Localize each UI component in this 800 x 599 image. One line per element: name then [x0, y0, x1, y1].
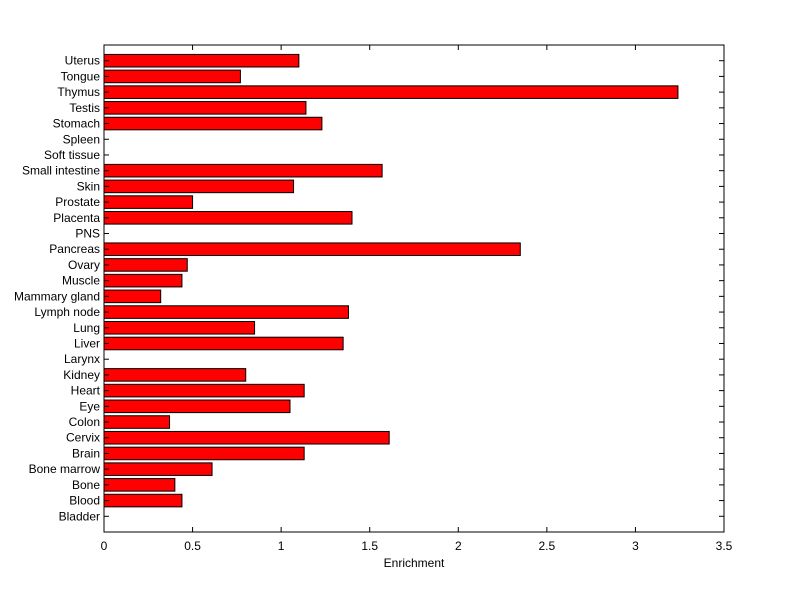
x-tick-label: 0: [101, 539, 108, 553]
plot-area-frame: [103, 44, 725, 533]
y-tick-label: Testis: [69, 101, 100, 115]
y-tick-label: PNS: [75, 227, 100, 241]
bar-bone-marrow: [103, 462, 213, 476]
bars-group: [103, 53, 679, 508]
bar-placenta: [103, 211, 353, 225]
y-tick-label: Brain: [72, 446, 100, 460]
bar-uterus: [103, 53, 300, 68]
bar-brain: [103, 446, 305, 461]
bar-skin: [103, 179, 295, 194]
x-tick-label: 2.5: [539, 539, 556, 553]
bar-stomach: [103, 116, 323, 131]
x-tick-label: 2: [455, 539, 462, 553]
y-tick-label: Prostate: [55, 195, 100, 209]
y-tick-label: Soft tissue: [44, 148, 100, 162]
bar-ovary: [103, 258, 188, 272]
y-tick-label: Heart: [71, 384, 101, 398]
y-tick-label: Thymus: [57, 85, 100, 99]
bar-testis: [103, 101, 307, 115]
bar-blood: [103, 493, 183, 508]
bar-lymph-node: [103, 305, 349, 319]
x-tick-label: 0.5: [184, 539, 201, 553]
y-tick-label: Colon: [69, 415, 100, 429]
bar-bone: [103, 478, 176, 492]
y-tick-label: Blood: [69, 494, 100, 508]
bar-lung: [103, 320, 256, 335]
bar-kidney: [103, 368, 247, 382]
bar-cervix: [103, 430, 390, 445]
y-tick-label: Bladder: [59, 509, 100, 523]
bar-colon: [103, 415, 171, 429]
bar-thymus: [103, 85, 679, 99]
x-axis-label: Enrichment: [384, 556, 445, 570]
y-tick-label: Liver: [74, 336, 100, 350]
y-tick-label: Kidney: [63, 368, 100, 382]
y-tick-label: Spleen: [63, 132, 100, 146]
y-tick-label: Pancreas: [49, 242, 100, 256]
y-tick-label: Ovary: [68, 258, 100, 272]
y-tick-label: Skin: [77, 179, 100, 193]
y-tick-label: Uterus: [65, 54, 100, 68]
x-tick-label: 1.5: [361, 539, 378, 553]
y-tick-label: Lymph node: [34, 305, 100, 319]
y-tick-label: Eye: [79, 399, 100, 413]
y-tick-label: Stomach: [53, 117, 100, 131]
y-tick-label: Placenta: [53, 211, 100, 225]
bar-pancreas: [103, 242, 521, 257]
y-tick-label: Larynx: [64, 352, 100, 366]
ticks-group: [103, 45, 725, 532]
y-tick-label: Muscle: [62, 274, 100, 288]
x-tick-label: 1: [278, 539, 285, 553]
bar-eye: [103, 399, 291, 414]
y-tick-label: Small intestine: [22, 164, 100, 178]
y-tick-label: Cervix: [66, 431, 100, 445]
bar-prostate: [103, 195, 194, 209]
y-tick-label: Lung: [73, 321, 100, 335]
x-tick-label: 3.5: [716, 539, 733, 553]
bar-tongue: [103, 69, 241, 84]
y-tick-label: Tongue: [61, 69, 101, 83]
bar-small-intestine: [103, 163, 383, 178]
bar-mammary-gland: [103, 289, 162, 304]
y-tick-label: Bone: [72, 478, 100, 492]
bar-muscle: [103, 273, 183, 288]
bar-heart: [103, 383, 305, 398]
bar-liver: [103, 336, 344, 351]
x-tick-label: 3: [632, 539, 639, 553]
y-tick-label: Mammary gland: [14, 289, 100, 303]
y-tick-label: Bone marrow: [29, 462, 101, 476]
